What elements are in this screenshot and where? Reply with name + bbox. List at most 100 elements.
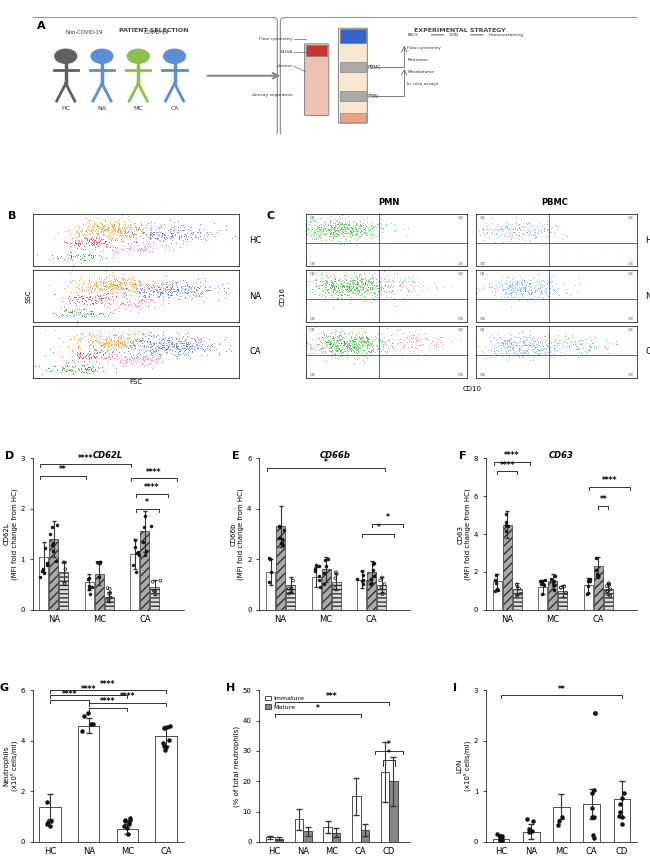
Point	[166, 343, 177, 357]
Point	[437, 279, 448, 293]
Point	[157, 340, 168, 354]
Point	[430, 341, 441, 355]
Point	[583, 574, 593, 588]
Point	[140, 548, 151, 562]
Point	[301, 279, 311, 293]
Point	[355, 279, 365, 293]
Point	[366, 344, 376, 358]
Point	[589, 783, 599, 797]
Point	[60, 224, 70, 238]
Point	[497, 293, 507, 306]
Point	[168, 340, 179, 354]
Point	[541, 288, 552, 302]
Point	[151, 227, 161, 241]
Text: F: F	[459, 450, 466, 461]
Point	[523, 347, 533, 361]
Point	[531, 278, 541, 292]
Point	[70, 235, 81, 249]
Point	[125, 279, 136, 293]
Point	[111, 278, 121, 292]
Point	[542, 277, 552, 291]
Point	[63, 355, 73, 369]
Point	[307, 222, 318, 236]
Point	[200, 342, 210, 356]
Point	[192, 286, 203, 299]
Point	[358, 343, 368, 357]
Point	[219, 332, 229, 345]
Point	[129, 339, 140, 352]
Point	[510, 280, 521, 294]
Text: PBMC: PBMC	[541, 198, 567, 207]
Point	[502, 339, 513, 352]
Point	[344, 227, 355, 240]
Text: ****: ****	[144, 483, 159, 492]
Point	[172, 284, 183, 298]
Point	[118, 273, 129, 286]
Point	[182, 279, 192, 293]
Point	[318, 279, 329, 293]
Point	[132, 353, 142, 367]
Point	[77, 224, 87, 238]
Point	[330, 271, 340, 285]
Point	[533, 339, 543, 352]
Point	[148, 335, 159, 349]
Point	[83, 283, 93, 297]
Point	[350, 274, 361, 288]
Point	[77, 291, 88, 305]
Point	[545, 344, 555, 358]
Point	[79, 230, 90, 244]
Point	[520, 339, 530, 352]
Point	[136, 219, 146, 233]
Point	[363, 221, 374, 235]
Point	[595, 259, 605, 273]
Point	[528, 339, 539, 353]
Point	[150, 282, 161, 296]
Point	[70, 220, 81, 234]
Point	[415, 334, 425, 348]
Point	[118, 218, 128, 232]
Point	[136, 332, 147, 345]
Point	[502, 283, 513, 297]
Point	[544, 281, 554, 295]
Point	[352, 342, 362, 356]
Point	[144, 227, 155, 240]
Point	[541, 285, 551, 299]
Point	[330, 348, 340, 362]
Point	[356, 279, 367, 293]
Point	[403, 332, 413, 345]
Point	[367, 291, 377, 305]
Point	[187, 338, 198, 352]
Point	[133, 222, 144, 236]
Point	[365, 263, 375, 277]
Point	[365, 577, 375, 591]
Point	[111, 338, 121, 352]
Point	[138, 289, 148, 303]
Point	[378, 281, 388, 295]
Point	[384, 248, 395, 262]
Point	[301, 334, 311, 348]
Point	[90, 362, 100, 376]
Point	[317, 336, 328, 350]
Point	[93, 335, 103, 349]
Point	[166, 337, 176, 351]
Point	[109, 240, 120, 254]
Point	[311, 279, 321, 293]
Point	[78, 291, 88, 305]
Point	[305, 341, 315, 355]
Point	[381, 219, 391, 233]
Point	[177, 346, 188, 360]
Point	[341, 279, 352, 293]
Point	[84, 290, 95, 304]
Point	[59, 234, 70, 248]
Point	[342, 334, 352, 348]
Point	[517, 350, 527, 364]
Bar	[131, 555, 139, 610]
Point	[171, 336, 181, 350]
Point	[145, 355, 155, 369]
Point	[356, 273, 366, 286]
Point	[157, 342, 167, 356]
Point	[115, 329, 125, 343]
Point	[418, 337, 428, 351]
Point	[86, 363, 96, 377]
Point	[318, 284, 328, 298]
